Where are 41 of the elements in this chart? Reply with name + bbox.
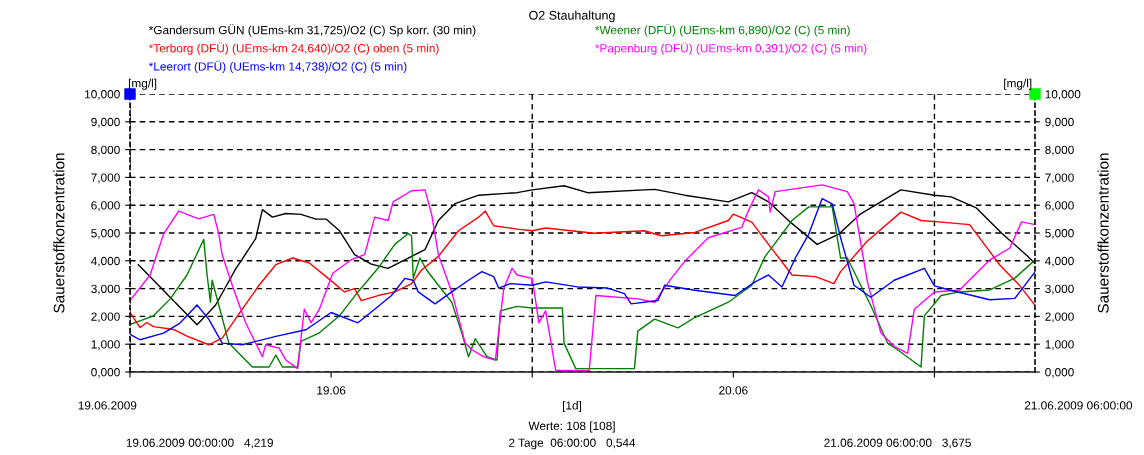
y2-tick-label: 8,000 [1045, 145, 1074, 156]
y2-tick-label: 1,000 [1045, 340, 1074, 350]
y2-tick-label: 7,000 [1045, 173, 1074, 184]
y-tick-label: 8,000 [91, 145, 120, 156]
x-tick-label: 20.06 [719, 386, 748, 395]
text: *Gandersum GÜN (UEms-km 31,725)/O2 (C) Sp korr. (30 min) [148, 24, 476, 37]
text: [1d] [563, 400, 582, 412]
text: *Leerort (DFÜ) (UEms-km 14,738)/O2 (C) (5 min) [148, 60, 407, 73]
y2-tick-label: 0,000 [1045, 368, 1074, 378]
y2-tick-label: 2,000 [1045, 312, 1074, 323]
text: [mg/l] [128, 78, 157, 90]
x-tick-label: 19.06 [317, 386, 346, 395]
y-tick-label: 1,000 [91, 340, 120, 350]
y-tick-label: 3,000 [91, 284, 120, 295]
y-tick-label: 2,000 [91, 312, 120, 323]
y-tick-label: 9,000 [91, 117, 120, 128]
y2-tick-label: 3,000 [1045, 284, 1074, 295]
text: 19.06.2009 00:00:00 4,219 [126, 438, 273, 449]
text: 21.06.2009 06:00:00 [1024, 401, 1133, 410]
text: 19.06.2009 [78, 401, 137, 410]
y2-tick-label: 6,000 [1045, 201, 1074, 211]
y2-tick-label: 10,000 [1045, 90, 1081, 100]
y2-tick-label: 4,000 [1044, 256, 1074, 267]
text: 2 Tage 06:00:00 0,544 [509, 438, 636, 450]
text: *Terborg (DFÜ) (UEms-km 24,640)/O2 (C) oben (5 min) [148, 42, 439, 55]
text: *Weener (DFÜ) (UEms-km 6,890)/O2 (C) (5 min) [595, 24, 850, 37]
y-tick-label: 4,000 [91, 256, 120, 267]
y2-axis-title: Sauerstoffkonzentration [1097, 153, 1109, 313]
text: Werte: 108 [108] [528, 421, 615, 433]
text: *Papenburg (DFÜ) (UEms-km 0,391)/O2 (C) (5 min) [595, 42, 867, 55]
y-tick-label: 6,000 [91, 201, 120, 211]
y-tick-label: 10,000 [85, 90, 120, 100]
y-axis-title: Sauerstoffkonzentration [53, 153, 65, 313]
chart-title: O2 Stauhaltung [529, 10, 615, 23]
y-tick-label: 7,000 [91, 173, 120, 184]
y-tick-label: 5,000 [91, 229, 120, 239]
text: 21.06.2009 06:00:00 3,675 [824, 438, 971, 449]
text: [mg/l] [1004, 78, 1032, 90]
y2-tick-label: 5,000 [1045, 229, 1074, 239]
y-tick-label: 0,000 [91, 368, 120, 378]
y2-tick-label: 9,000 [1045, 117, 1074, 128]
